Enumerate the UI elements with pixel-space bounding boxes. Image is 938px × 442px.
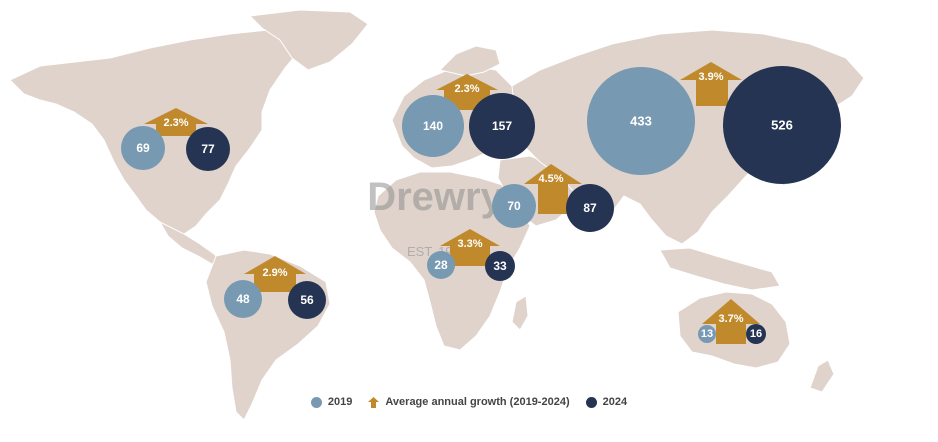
growth-label: 2.3% <box>163 117 188 129</box>
bubble-2024 <box>566 184 614 232</box>
growth-label: 2.9% <box>262 267 287 279</box>
legend-label-2019: 2019 <box>327 396 353 408</box>
circle-icon-2019 <box>310 396 322 408</box>
growth-arrow <box>244 256 306 292</box>
land-new-zealand <box>809 359 835 393</box>
value-2024: 56 <box>300 293 314 307</box>
bubble-2024 <box>186 127 230 171</box>
legend: 2019 Average annual growth (2019-2024) 2… <box>0 392 938 412</box>
land-greenland <box>248 9 369 71</box>
value-2019: 13 <box>701 328 713 340</box>
legend-label-2024: 2024 <box>602 396 628 408</box>
value-2024: 33 <box>493 259 507 273</box>
region-latin-america: 2.9% 48 56 <box>224 256 326 319</box>
bubble-2024 <box>723 66 841 184</box>
growth-arrow <box>702 299 760 344</box>
legend-item-2019: 2019 <box>310 396 353 408</box>
value-2019: 140 <box>423 119 443 133</box>
bubble-2024 <box>469 93 535 159</box>
growth-label: 3.7% <box>718 313 743 325</box>
region-asia: 3.9% 433 526 <box>587 62 841 184</box>
growth-label: 2.3% <box>454 83 479 95</box>
region-africa: 3.3% 28 33 <box>427 229 515 281</box>
growth-arrow <box>144 108 208 136</box>
watermark-brand: Drewry <box>367 175 503 219</box>
circle-icon-2024 <box>585 396 597 408</box>
value-2024: 526 <box>771 118 793 133</box>
bubble-2019 <box>698 325 716 343</box>
growth-arrow <box>680 62 742 106</box>
value-2024: 16 <box>750 328 762 340</box>
value-2019: 28 <box>434 258 448 272</box>
up-arrow-icon <box>368 396 380 408</box>
bubble-2024 <box>746 324 766 344</box>
land-madagascar <box>511 295 529 331</box>
bubble-2024 <box>485 251 515 281</box>
legend-item-growth: Average annual growth (2019-2024) <box>368 396 570 408</box>
value-2024: 87 <box>583 201 597 215</box>
bubble-2019 <box>121 126 165 170</box>
bubble-2019 <box>587 67 695 175</box>
growth-label: 3.9% <box>698 71 723 83</box>
region-oceania: 3.7% 13 16 <box>698 299 766 344</box>
legend-item-2024: 2024 <box>585 396 628 408</box>
growth-arrow <box>440 229 500 266</box>
growth-label: 3.3% <box>457 238 482 250</box>
region-middle-east-south-asia: 4.5% 70 87 <box>492 164 614 232</box>
land-southeast-asia <box>659 247 781 291</box>
growth-label: 4.5% <box>538 173 563 185</box>
bubble-2019 <box>402 95 464 157</box>
region-europe: 2.3% 140 157 <box>402 74 535 159</box>
region-north-america: 2.3% 69 77 <box>121 108 230 171</box>
value-2019: 433 <box>630 114 652 129</box>
value-2019: 69 <box>136 141 150 155</box>
value-2019: 48 <box>236 292 250 306</box>
value-2019: 70 <box>507 199 521 213</box>
bubble-2019 <box>492 184 536 228</box>
legend-label-growth: Average annual growth (2019-2024) <box>385 396 570 408</box>
value-2024: 157 <box>492 119 512 133</box>
value-2024: 77 <box>201 142 215 156</box>
bubble-2019 <box>224 280 262 318</box>
bubble-2019 <box>427 251 455 279</box>
bubble-2024 <box>288 281 326 319</box>
